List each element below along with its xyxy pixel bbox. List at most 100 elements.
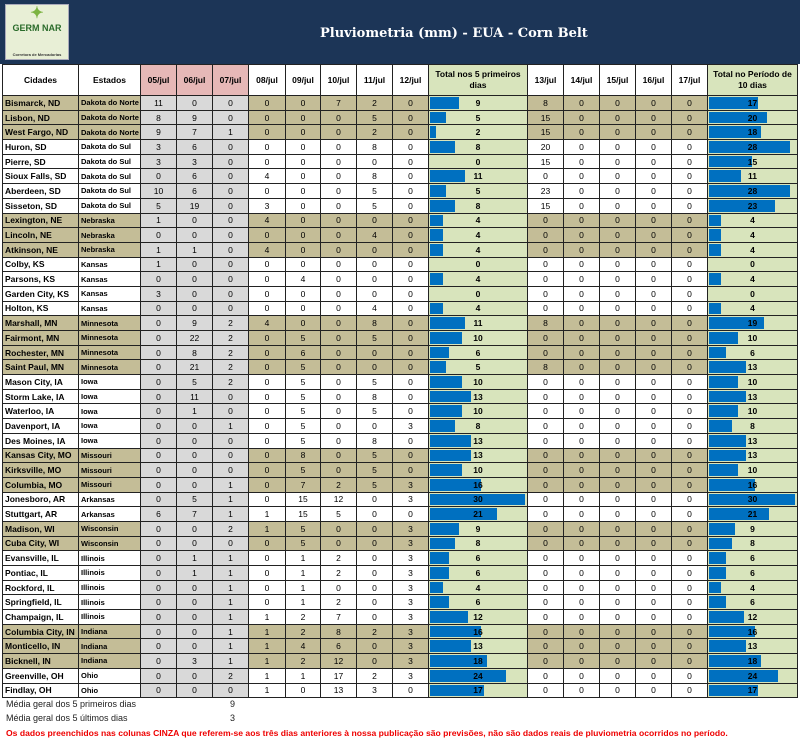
total-value: 6 bbox=[750, 567, 755, 578]
forecast-past-value: 9 bbox=[176, 109, 213, 126]
city-name: Waterloo, IA bbox=[2, 403, 79, 420]
total-bar bbox=[430, 596, 449, 609]
daily-value: 5 bbox=[356, 183, 393, 199]
daily-value: 0 bbox=[285, 139, 321, 155]
forecast-past-value: 0 bbox=[140, 315, 177, 331]
forecast-past-value: 0 bbox=[140, 374, 177, 390]
daily-value: 0 bbox=[635, 374, 672, 390]
daily-value: 0 bbox=[563, 491, 600, 508]
city-name: Sisseton, SD bbox=[2, 197, 79, 214]
state-name: Kansas bbox=[78, 271, 141, 287]
daily-value: 0 bbox=[527, 168, 564, 185]
daily-value: 0 bbox=[563, 403, 600, 420]
forecast-past-value: 0 bbox=[176, 432, 213, 449]
daily-value: 0 bbox=[599, 653, 636, 669]
daily-value: 0 bbox=[320, 109, 357, 126]
table-row: Aberdeen, SD Dakota do Sul 10 6 0 0 0 0 5 0 5 23 0 0 0… bbox=[2, 183, 798, 199]
table-row: Mason City, IA Iowa 0 5 2 0 5 0 5 0 10 0 0 0 0 0 10 bbox=[2, 374, 798, 390]
germinar-logo: ✦ GERM NAR Corretora de Mercadorias bbox=[5, 4, 69, 60]
city-name: West Fargo, ND bbox=[2, 124, 79, 141]
total-value: 15 bbox=[747, 156, 758, 167]
total-value: 9 bbox=[475, 523, 481, 534]
daily-value: 0 bbox=[599, 388, 636, 405]
forecast-past-value: 0 bbox=[212, 139, 249, 155]
daily-value: 0 bbox=[635, 124, 672, 141]
daily-value: 0 bbox=[671, 520, 708, 537]
total-bar bbox=[430, 170, 465, 183]
daily-value: 0 bbox=[392, 682, 429, 699]
daily-value: 15 bbox=[285, 491, 321, 508]
daily-value: 8 bbox=[356, 388, 393, 405]
total-value: 6 bbox=[475, 567, 481, 578]
daily-value: 0 bbox=[392, 212, 429, 229]
daily-value: 0 bbox=[527, 682, 564, 699]
daily-value: 0 bbox=[248, 330, 286, 346]
total-value: 24 bbox=[473, 670, 483, 681]
daily-value: 0 bbox=[599, 418, 636, 434]
state-name: Illinois bbox=[78, 550, 141, 566]
daily-value: 0 bbox=[527, 300, 564, 317]
state-name: Indiana bbox=[78, 638, 141, 655]
column-header: 08/jul bbox=[248, 64, 286, 96]
total-cell-t10: 17 bbox=[707, 682, 798, 699]
city-name: Rochester, MN bbox=[2, 344, 79, 361]
daily-value: 0 bbox=[392, 359, 429, 376]
daily-value: 0 bbox=[635, 535, 672, 552]
total-cell-t5: 4 bbox=[428, 579, 528, 596]
forecast-past-value: 1 bbox=[212, 609, 249, 625]
daily-value: 0 bbox=[248, 565, 286, 581]
daily-value: 8 bbox=[527, 359, 564, 376]
daily-value: 3 bbox=[392, 667, 429, 684]
total-value: 4 bbox=[475, 215, 481, 226]
state-name: Dakota do Sul bbox=[78, 168, 141, 185]
forecast-past-value: 0 bbox=[212, 682, 249, 699]
daily-value: 0 bbox=[635, 315, 672, 331]
total-bar bbox=[430, 199, 456, 212]
daily-value: 3 bbox=[392, 535, 429, 552]
daily-value: 0 bbox=[563, 227, 600, 243]
forecast-past-value: 0 bbox=[176, 682, 213, 699]
daily-value: 0 bbox=[635, 491, 672, 508]
daily-value: 5 bbox=[356, 403, 393, 420]
daily-value: 4 bbox=[248, 168, 286, 185]
table-row: Fairmont, MN Minnesota 0 22 2 0 5 0 5 0 10 0 0 0 0 0 10 bbox=[2, 330, 798, 346]
daily-value: 0 bbox=[671, 579, 708, 596]
total-bar bbox=[709, 464, 738, 476]
daily-value: 0 bbox=[320, 241, 357, 258]
daily-value: 0 bbox=[285, 315, 321, 331]
total-value: 13 bbox=[473, 391, 483, 402]
daily-value: 0 bbox=[527, 506, 564, 522]
forecast-past-value: 0 bbox=[140, 388, 177, 405]
daily-value: 0 bbox=[320, 520, 357, 537]
total-bar bbox=[430, 126, 437, 139]
daily-value: 0 bbox=[356, 535, 393, 552]
daily-value: 0 bbox=[599, 565, 636, 581]
total-bar bbox=[430, 111, 446, 124]
daily-value: 0 bbox=[392, 95, 429, 111]
daily-value: 0 bbox=[527, 476, 564, 493]
city-name: Kansas City, MO bbox=[2, 447, 79, 464]
daily-value: 0 bbox=[599, 432, 636, 449]
daily-value: 0 bbox=[356, 579, 393, 596]
daily-value: 0 bbox=[671, 550, 708, 566]
total-cell-t5: 12 bbox=[428, 609, 528, 625]
forecast-past-value: 0 bbox=[176, 476, 213, 493]
total-bar bbox=[709, 199, 776, 212]
forecast-past-value: 0 bbox=[140, 594, 177, 611]
total-value: 10 bbox=[747, 332, 758, 343]
total-value: 16 bbox=[747, 626, 758, 637]
total-cell-t5: 16 bbox=[428, 476, 528, 493]
forecast-past-value: 0 bbox=[212, 271, 249, 287]
city-name: Stuttgart, AR bbox=[2, 506, 79, 522]
column-header: 07/jul bbox=[212, 64, 249, 96]
total-value: 12 bbox=[747, 611, 758, 622]
total-cell-t10: 13 bbox=[707, 447, 798, 464]
forecast-past-value: 21 bbox=[176, 359, 213, 376]
state-name: Indiana bbox=[78, 623, 141, 640]
daily-value: 0 bbox=[671, 330, 708, 346]
column-header: 06/jul bbox=[176, 64, 213, 96]
daily-value: 5 bbox=[285, 330, 321, 346]
daily-value: 17 bbox=[320, 667, 357, 684]
forecast-past-value: 0 bbox=[140, 330, 177, 346]
daily-value: 3 bbox=[392, 623, 429, 640]
